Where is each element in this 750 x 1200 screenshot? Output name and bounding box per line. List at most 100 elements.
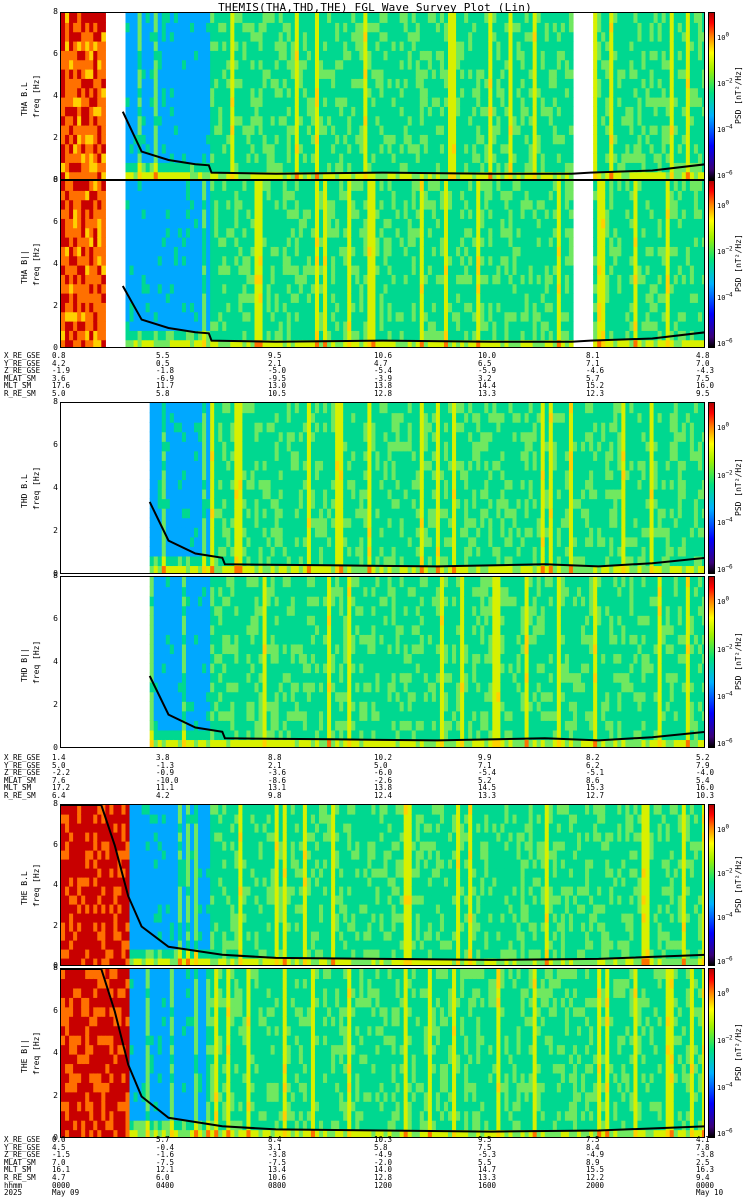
spectrogram-cell (480, 311, 485, 322)
spectrogram-cell (335, 321, 340, 331)
spectrogram-cell (395, 283, 401, 294)
spectrogram-cell (689, 78, 695, 89)
spectrogram-cell (194, 106, 199, 117)
spectrogram-cell (552, 115, 558, 126)
spectrogram-cell (153, 87, 159, 98)
spectrogram-cell (290, 162, 296, 173)
spectrogram-cell (516, 311, 522, 322)
spectrogram-cell (411, 153, 417, 163)
spectrogram-cell (552, 293, 558, 303)
spectrogram-cell (286, 13, 292, 23)
spectrogram-cell (419, 209, 425, 219)
spectrogram-cell (593, 181, 598, 191)
spectrogram-cell (202, 115, 207, 126)
spectrogram-cell (504, 330, 510, 341)
spectrogram-cell (194, 311, 199, 322)
spectrogram-cell (375, 302, 381, 313)
spectrogram-cell (500, 125, 506, 135)
spectrogram-cell (323, 246, 328, 257)
spectrogram-cell (516, 41, 522, 51)
spectrogram-cell (427, 115, 433, 126)
spectrogram-cell (649, 87, 655, 98)
spectrogram-cell (524, 330, 530, 341)
spectrogram-cell (411, 265, 417, 275)
spectrogram-cell (198, 181, 203, 191)
spectrogram-cell (319, 106, 324, 117)
spectrogram-cell (85, 255, 90, 266)
spectrogram-cell (302, 69, 308, 79)
spectrogram-cell (230, 265, 235, 275)
spectrogram-cell (371, 22, 377, 33)
spectrogram-cell (593, 153, 598, 163)
spectrogram-cell (327, 227, 332, 238)
spectrogram-cell (367, 13, 373, 23)
spectrogram-cell (448, 190, 453, 201)
spectrogram-cell (339, 97, 344, 107)
spectrogram-cell (355, 134, 360, 145)
spectrogram-cell (351, 13, 356, 23)
spectrogram-cell (371, 274, 377, 285)
spectrogram-cell (145, 190, 151, 201)
spectrogram-cell (262, 246, 268, 257)
spectrogram-cell (214, 227, 219, 238)
spectrogram-cell (597, 339, 602, 347)
spectrogram-cell (516, 255, 522, 266)
spectrogram-cell (423, 143, 429, 154)
spectrogram-cell (181, 321, 187, 331)
spectrogram-cell (149, 218, 155, 229)
spectrogram-cell (258, 134, 264, 145)
spectrogram-cell (391, 106, 397, 117)
spectrogram-cell (206, 227, 211, 238)
spectrogram-cell (77, 255, 82, 266)
spectrogram-cell (536, 115, 542, 126)
spectrogram-cell (693, 59, 699, 70)
spectrogram-cell (218, 87, 223, 98)
spectrogram-cell (202, 125, 207, 135)
spectrogram-cell (206, 50, 211, 61)
spectrogram-cell (556, 321, 562, 331)
spectrogram-cell (564, 171, 570, 179)
spectrogram-cell (165, 31, 171, 42)
spectrogram-cell (512, 283, 518, 294)
spectrogram-cell (367, 143, 373, 154)
spectrogram-cell (347, 274, 352, 285)
spectrogram-cell (97, 227, 102, 238)
spectrogram-cell (323, 293, 328, 303)
spectrogram-cell (85, 321, 90, 331)
spectrogram-cell (190, 227, 195, 238)
spectrogram-cell (693, 69, 699, 79)
spectrogram-cell (419, 31, 425, 42)
spectrogram-cell (448, 171, 453, 179)
spectrogram-cell (270, 134, 276, 145)
spectrogram-cell (214, 274, 219, 285)
spectrogram-cell (407, 237, 413, 247)
spectrogram-cell (310, 171, 316, 179)
spectrogram-cell (439, 78, 445, 89)
spectrogram-cell (173, 302, 179, 313)
spectrogram-cell (290, 106, 296, 117)
spectrogram-cell (391, 209, 397, 219)
spectrogram-cell (129, 50, 135, 61)
spectrogram-cell (681, 125, 687, 135)
spectrogram-cell (190, 265, 195, 275)
spectrogram-cell (335, 153, 340, 163)
spectrogram-cell (359, 283, 364, 294)
spectrogram-cell (298, 78, 304, 89)
spectrogram-cell (294, 274, 300, 285)
spectrogram-cell (323, 311, 328, 322)
spectrogram-cell (419, 22, 425, 33)
spectrogram-cell (411, 190, 417, 201)
spectrogram-cell (371, 50, 377, 61)
spectrogram-cell (448, 209, 453, 219)
spectrogram-cell (194, 162, 199, 173)
spectrogram-cell (254, 339, 260, 347)
spectrogram-cell (101, 218, 106, 229)
spectrogram-cell (464, 218, 469, 229)
spectrogram-cell (460, 321, 465, 331)
spectrogram-cell (129, 22, 135, 33)
spectrogram-cell (177, 59, 183, 70)
spectrogram-cell (327, 246, 332, 257)
spectrogram-cell (286, 237, 292, 247)
spectrogram-cell (198, 311, 203, 322)
spectrogram-cell (149, 181, 155, 191)
